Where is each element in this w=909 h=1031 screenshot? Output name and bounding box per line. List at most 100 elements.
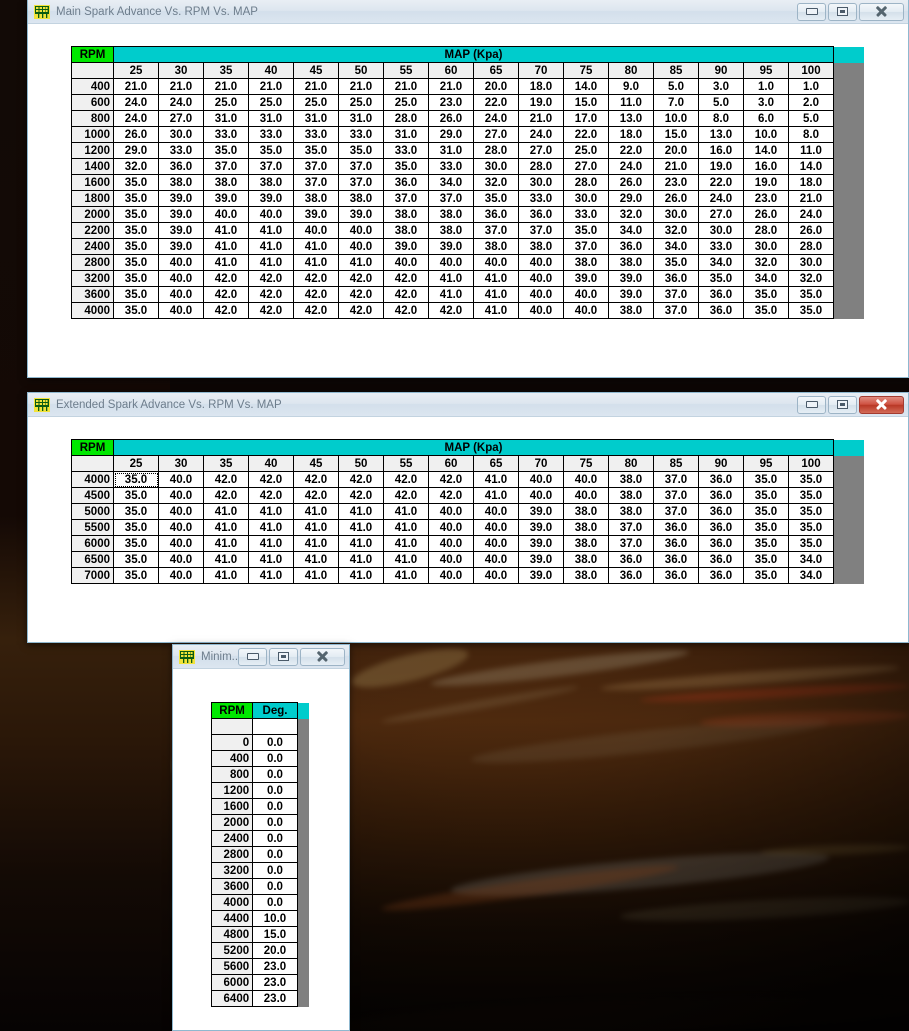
grid-cell[interactable]: 35.0 [113,190,159,207]
grid-cell[interactable]: 17.0 [563,110,609,127]
grid-cell[interactable]: 42.0 [338,487,384,504]
grid-cell[interactable]: 21.0 [788,190,834,207]
grid-cell[interactable]: 38.0 [563,503,609,520]
maximize-button[interactable] [269,647,298,666]
grid-cell[interactable]: 33.0 [203,126,249,143]
grid-cell[interactable]: 42.0 [383,487,429,504]
min-advance-table[interactable]: RPM Deg. 0 0.0 400 0.0 800 0.0 1200 0.0 1600 0.0 20… [210,702,309,1007]
grid-cell[interactable]: 40.0 [563,487,609,504]
grid-cell[interactable]: 32.0 [113,158,159,175]
grid-cell[interactable]: 8.0 [788,126,834,143]
grid-cell[interactable]: 41.0 [473,270,519,287]
grid-cell[interactable]: 37.0 [653,286,699,303]
grid-cell[interactable]: 40.0 [563,302,609,319]
grid-cell[interactable]: 37.0 [653,471,699,488]
grid-cell[interactable]: 35.0 [113,222,159,239]
grid-cell[interactable]: 0.0 [252,814,298,831]
grid-cell[interactable]: 41.0 [203,551,249,568]
grid-cell[interactable]: 41.0 [203,535,249,552]
grid-cell[interactable]: 39.0 [518,551,564,568]
grid-cell[interactable]: 42.0 [293,286,339,303]
grid-cell[interactable]: 35.0 [383,158,429,175]
grid-cell[interactable]: 24.0 [113,94,159,111]
grid-cell[interactable]: 37.0 [653,302,699,319]
grid-cell[interactable]: 42.0 [428,302,474,319]
grid-cell[interactable]: 28.0 [473,142,519,159]
grid-cell[interactable]: 28.0 [563,174,609,191]
grid-cell[interactable]: 35.0 [788,519,834,536]
grid-cell[interactable]: 39.0 [338,206,384,223]
maximize-button[interactable] [828,2,857,21]
grid-cell[interactable]: 38.0 [563,254,609,271]
grid-cell[interactable]: 21.0 [203,78,249,95]
grid-cell[interactable]: 16.0 [698,142,744,159]
grid-cell[interactable]: 20.0 [252,942,298,959]
grid-cell[interactable]: 41.0 [248,238,294,255]
grid-cell[interactable]: 0.0 [252,734,298,751]
grid-cell[interactable]: 36.0 [653,567,699,584]
grid-cell[interactable]: 19.0 [743,174,789,191]
grid-cell[interactable]: 31.0 [293,110,339,127]
grid-cell[interactable]: 42.0 [383,302,429,319]
grid-cell[interactable]: 29.0 [608,190,654,207]
grid-cell[interactable]: 41.0 [293,535,339,552]
grid-cell[interactable]: 15.0 [653,126,699,143]
grid-cell[interactable]: 37.0 [473,222,519,239]
grid-cell[interactable]: 36.0 [653,519,699,536]
grid-cell[interactable]: 39.0 [248,190,294,207]
grid-cell[interactable]: 38.0 [518,238,564,255]
grid-cell[interactable]: 42.0 [428,487,474,504]
grid-cell[interactable]: 21.0 [428,78,474,95]
grid-cell[interactable]: 41.0 [203,567,249,584]
grid-cell[interactable]: 11.0 [608,94,654,111]
grid-cell[interactable]: 38.0 [338,190,384,207]
grid-cell[interactable]: 13.0 [608,110,654,127]
grid-cell[interactable]: 21.0 [518,110,564,127]
grid-cell[interactable]: 36.0 [653,270,699,287]
grid-cell[interactable]: 35.0 [113,270,159,287]
grid-cell[interactable]: 36.0 [698,286,744,303]
grid-cell[interactable]: 38.0 [383,222,429,239]
grid-cell[interactable] [252,718,298,735]
grid-cell[interactable]: 1.0 [788,78,834,95]
titlebar-main[interactable]: Main Spark Advance Vs. RPM Vs. MAP [28,0,908,24]
grid-cell[interactable]: 39.0 [383,238,429,255]
grid-cell[interactable]: 42.0 [293,487,339,504]
window-main-spark-advance[interactable]: Main Spark Advance Vs. RPM Vs. MAP RPM MA… [27,0,909,378]
grid-cell[interactable]: 35.0 [113,487,159,504]
grid-cell[interactable]: 38.0 [203,174,249,191]
grid-container-main[interactable]: RPM MAP (Kpa) 25 30 35 40 45 50 55 60 65 70 75 80 85 90… [71,46,864,319]
grid-cell[interactable]: 25.0 [383,94,429,111]
grid-cell[interactable]: 36.0 [698,302,744,319]
grid-cell[interactable]: 40.0 [158,286,204,303]
grid-cell[interactable]: 41.0 [383,519,429,536]
grid-cell[interactable]: 39.0 [293,206,339,223]
grid-cell[interactable]: 40.0 [473,503,519,520]
grid-cell[interactable]: 38.0 [383,206,429,223]
grid-cell[interactable]: 37.0 [383,190,429,207]
grid-cell[interactable]: 26.0 [788,222,834,239]
window-extended-spark-advance[interactable]: Extended Spark Advance Vs. RPM Vs. MAP R… [27,392,909,643]
grid-cell[interactable]: 28.0 [518,158,564,175]
grid-cell[interactable]: 35.0 [788,503,834,520]
grid-cell[interactable]: 13.0 [698,126,744,143]
grid-cell[interactable]: 33.0 [518,190,564,207]
grid-cell[interactable]: 31.0 [428,142,474,159]
grid-cell[interactable]: 40.0 [158,302,204,319]
grid-cell[interactable]: 37.0 [293,158,339,175]
grid-cell[interactable]: 37.0 [608,535,654,552]
grid-cell[interactable]: 41.0 [293,503,339,520]
grid-cell[interactable]: 41.0 [473,286,519,303]
grid-cell[interactable]: 21.0 [338,78,384,95]
grid-cell[interactable]: 38.0 [563,551,609,568]
grid-cell[interactable]: 35.0 [563,222,609,239]
grid-cell[interactable]: 35.0 [743,302,789,319]
grid-cell[interactable]: 9.0 [608,78,654,95]
grid-cell[interactable]: 38.0 [248,174,294,191]
grid-cell[interactable]: 41.0 [383,535,429,552]
grid-cell[interactable]: 38.0 [563,535,609,552]
grid-cell[interactable]: 23.0 [653,174,699,191]
grid-cell[interactable]: 41.0 [383,551,429,568]
grid-cell[interactable]: 39.0 [563,270,609,287]
grid-cell[interactable]: 20.0 [653,142,699,159]
